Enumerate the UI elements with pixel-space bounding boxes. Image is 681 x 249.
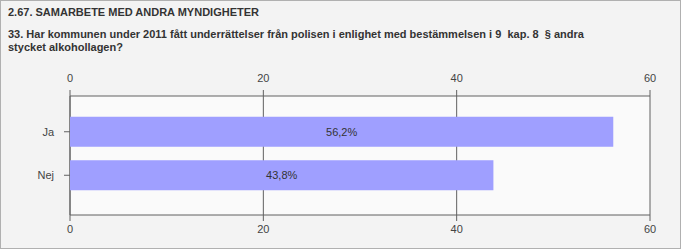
tick-label: 20 xyxy=(257,223,269,235)
tick-mark xyxy=(70,215,71,221)
tick-label: 60 xyxy=(644,72,656,84)
tick-label: 20 xyxy=(257,72,269,84)
category-label: Ja xyxy=(42,126,55,138)
category-label: Nej xyxy=(37,169,54,181)
tick-label: 0 xyxy=(67,223,73,235)
tick-label: 60 xyxy=(644,223,656,235)
tick-mark xyxy=(70,90,71,96)
tick-mark xyxy=(263,90,264,96)
tick-mark xyxy=(456,215,457,221)
tick-mark xyxy=(263,215,264,221)
title: 2.67. SAMARBETE MED ANDRA MYNDIGHETER xyxy=(8,6,259,18)
chart: 0 0 20 20 40 40 60 60 Ja 56,2% Nej 43,8% xyxy=(0,0,681,249)
bar xyxy=(70,117,613,147)
axis-line xyxy=(70,215,650,216)
tick-mark xyxy=(650,90,651,96)
subtitle: 33. Har kommunen under 2011 fått underrä… xyxy=(8,28,623,54)
tick-label: 40 xyxy=(451,72,463,84)
tick-label: 40 xyxy=(451,223,463,235)
bar xyxy=(70,160,493,190)
tick-label: 0 xyxy=(67,72,73,84)
grid-line xyxy=(263,96,264,215)
grid-line xyxy=(650,96,651,215)
tick-mark xyxy=(64,175,70,176)
grid-line xyxy=(70,96,71,215)
tick-mark xyxy=(456,90,457,96)
data-label: 56,2% xyxy=(326,126,357,138)
plot-area xyxy=(70,96,650,215)
tick-mark xyxy=(64,131,70,132)
tick-mark xyxy=(650,215,651,221)
data-label: 43,8% xyxy=(266,169,297,181)
axis-line xyxy=(70,96,650,97)
grid-line xyxy=(456,96,457,215)
bars xyxy=(70,117,613,191)
axis-line xyxy=(70,96,71,215)
